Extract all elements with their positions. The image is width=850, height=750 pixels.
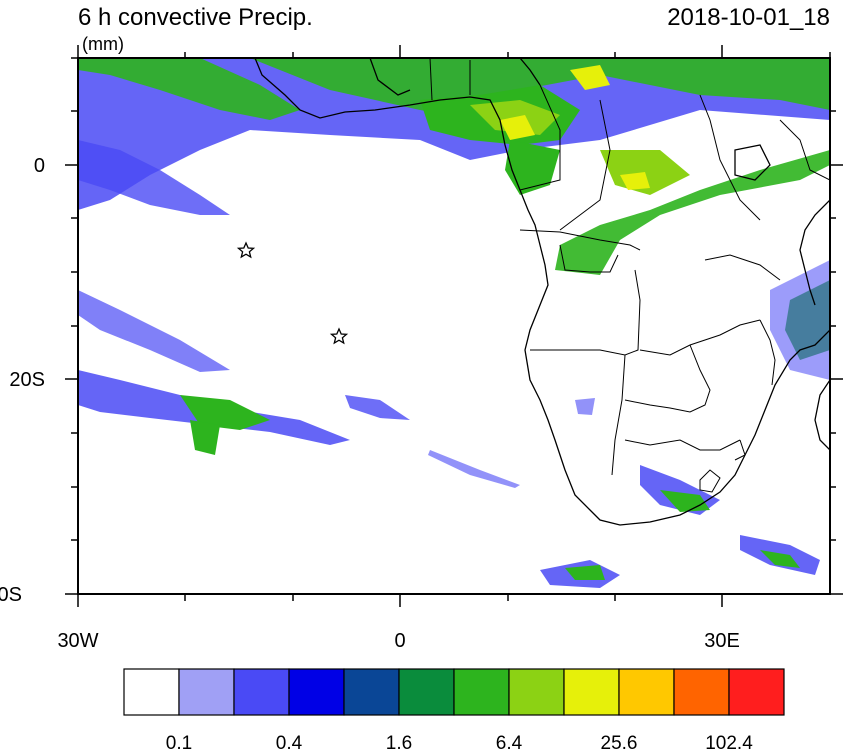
x-tick-label: 0 (394, 630, 405, 652)
colorbar-label: 102.4 (705, 733, 753, 750)
x-tick-label: 30W (57, 630, 98, 652)
colorbar-label: 6.4 (496, 733, 523, 750)
x-tick-label: 30E (704, 630, 740, 652)
map-title: 6 h convective Precip. (78, 4, 313, 31)
colorbar-swatch (564, 669, 619, 715)
colorbar-swatch (289, 669, 344, 715)
colorbar-label: 0.4 (276, 733, 303, 750)
colorbar-swatch (619, 669, 674, 715)
colorbar-label: 25.6 (601, 733, 638, 750)
colorbar-swatch (454, 669, 509, 715)
colorbar: 0.1 0.4 1.6 6.4 25.6 102.4 (124, 669, 784, 750)
plot-area (78, 58, 830, 594)
colorbar-label: 1.6 (386, 733, 412, 750)
y-tick-label: 0 (34, 155, 45, 177)
colorbar-swatch (399, 669, 454, 715)
colorbar-swatch (124, 669, 179, 715)
colorbar-swatch (234, 669, 289, 715)
units-label: (mm) (82, 34, 124, 54)
colorbar-swatch (344, 669, 399, 715)
colorbar-label: 0.1 (166, 733, 192, 750)
y-tick-label: 40S (0, 584, 22, 606)
valid-time-label: 2018-10-01_18 (667, 4, 830, 31)
colorbar-swatch (179, 669, 234, 715)
colorbar-swatch (729, 669, 784, 715)
y-tick-label: 20S (9, 369, 45, 391)
colorbar-swatch (509, 669, 564, 715)
colorbar-swatch (674, 669, 729, 715)
